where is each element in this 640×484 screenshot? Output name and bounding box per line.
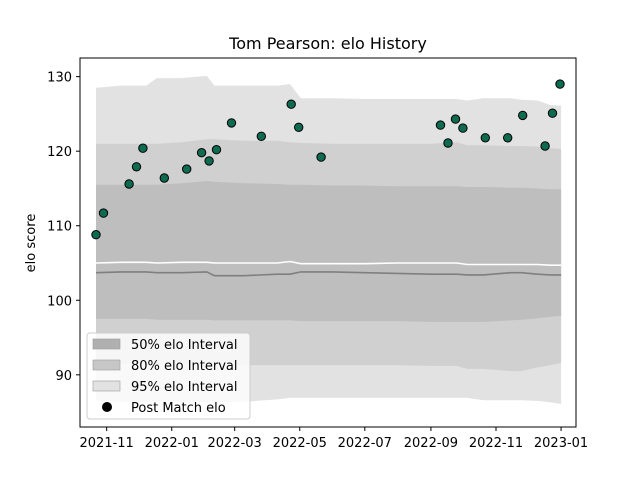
- post-match-point: [124, 179, 134, 189]
- post-match-point: [131, 162, 142, 172]
- post-match-point: [226, 118, 237, 128]
- post-match-point: [458, 123, 468, 133]
- legend-label: 50% elo Interval: [131, 338, 238, 353]
- legend-swatch: [92, 380, 121, 392]
- post-match-point: [286, 99, 296, 109]
- x-tick-label: 2022-11: [469, 436, 523, 451]
- plot-area-frame: [79, 57, 577, 428]
- y-axis-label: elo score: [24, 214, 39, 273]
- x-tick-label: 2022-07: [338, 436, 392, 451]
- median-line: [95, 271, 562, 277]
- x-tick-label: 2023-01: [534, 436, 588, 451]
- post-match-point: [480, 133, 490, 143]
- post-match-point: [182, 164, 192, 174]
- legend-label: 95% elo Interval: [131, 380, 238, 395]
- x-tick-label: 2022-05: [273, 436, 327, 451]
- x-tick-label: 2022-01: [145, 436, 199, 451]
- x-axis-ticks: 2021-11 2022-01 2022-03 2022-05 2022-07 2022-…: [80, 427, 588, 451]
- post-match-point: [435, 120, 446, 130]
- post-match-point: [294, 122, 304, 133]
- post-match-point: [91, 230, 101, 240]
- post-match-point: [443, 138, 453, 148]
- legend-marker: [102, 402, 112, 412]
- post-match-point: [555, 79, 565, 89]
- post-match-point: [547, 108, 558, 118]
- legend-label: 80% elo Interval: [131, 359, 238, 374]
- legend: 50% elo Interval 80% elo Interval 95% elo …: [86, 332, 251, 420]
- legend-swatch: [92, 359, 121, 371]
- y-tick-label: 110: [47, 220, 72, 235]
- y-axis-ticks: 90 100 110 120 130: [47, 71, 80, 384]
- center-lines: [95, 260, 562, 277]
- y-tick-label: 100: [47, 294, 72, 309]
- chart-title: Tom Pearson: elo History: [228, 34, 427, 53]
- post-match-point: [503, 133, 513, 143]
- band-50-interval: [96, 181, 562, 322]
- post-match-points: [91, 79, 565, 240]
- legend-label: Post Match elo: [131, 401, 226, 416]
- post-match-point: [450, 114, 461, 124]
- y-tick-label: 120: [47, 145, 72, 160]
- x-tick-label: 2021-11: [80, 436, 134, 451]
- post-match-point: [98, 208, 109, 218]
- legend-swatch: [92, 338, 121, 350]
- mean-line: [95, 260, 562, 267]
- legend-box: [86, 332, 251, 420]
- post-match-point: [204, 156, 214, 166]
- post-match-point: [159, 173, 170, 183]
- post-match-point: [518, 110, 528, 121]
- post-match-point: [540, 141, 550, 151]
- post-match-point: [196, 148, 207, 158]
- x-tick-label: 2022-03: [208, 436, 262, 451]
- y-tick-label: 130: [47, 71, 72, 86]
- post-match-point: [316, 152, 326, 162]
- y-tick-label: 90: [55, 369, 72, 384]
- post-match-point: [211, 145, 222, 155]
- post-match-point: [256, 131, 266, 142]
- x-tick-label: 2022-09: [404, 436, 458, 451]
- post-match-point: [138, 143, 148, 153]
